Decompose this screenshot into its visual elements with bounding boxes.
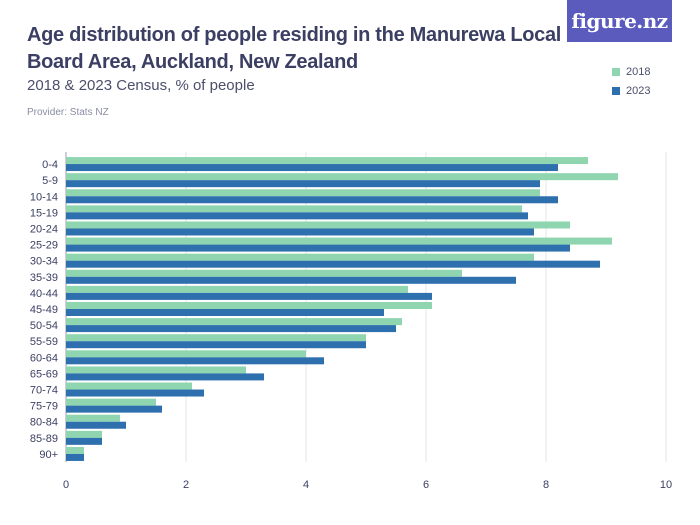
legend-swatch-2018 [612,67,620,76]
bar-2023-5-9 [66,180,540,188]
bar-2023-60-64 [66,357,324,365]
y-tick-label-15-19: 15-19 [30,207,58,219]
bar-2023-80-84 [66,421,126,429]
bar-2023-35-39 [66,276,516,284]
y-tick-label-5-9: 5-9 [42,175,58,187]
y-tick-label-20-24: 20-24 [30,223,58,235]
bar-2018-25-29 [66,237,612,245]
bar-2018-0-4 [66,157,588,165]
bar-2018-60-64 [66,350,306,358]
bar-2023-25-29 [66,244,570,252]
bar-2018-80-84 [66,414,120,422]
bar-2018-30-34 [66,253,534,261]
chart-title: Age distribution of people residing in t… [27,24,562,73]
bar-2018-5-9 [66,173,618,181]
bar-2018-55-59 [66,334,366,342]
y-tick-label-40-44: 40-44 [30,288,58,300]
legend: 2018 2023 [612,62,650,100]
y-tick-label-60-64: 60-64 [30,352,58,364]
y-tick-label-65-69: 65-69 [30,368,58,380]
bar-2018-70-74 [66,382,192,390]
legend-item-2018: 2018 [612,62,650,81]
x-tick-label-10: 10 [660,479,672,491]
y-tick-label-30-34: 30-34 [30,256,58,268]
bar-2018-20-24 [66,221,570,229]
bar-2023-40-44 [66,292,432,300]
bar-2018-35-39 [66,269,462,277]
y-tick-label-0-4: 0-4 [42,159,58,171]
legend-item-2023: 2023 [612,81,650,100]
legend-label-2023: 2023 [626,84,651,97]
y-tick-label-90+: 90+ [39,449,58,461]
bar-2023-85-89 [66,437,102,445]
x-tick-label-8: 8 [543,479,549,491]
y-tick-label-80-84: 80-84 [30,417,58,429]
bar-2018-45-49 [66,302,432,309]
y-tick-label-55-59: 55-59 [30,336,58,348]
figure-nz-logo[interactable]: figure.nz [567,0,672,42]
bar-2018-90+ [66,446,84,454]
x-tick-label-6: 6 [423,479,429,491]
provider-label: Provider: Stats NZ [27,107,109,118]
bar-2023-15-19 [66,212,528,220]
bar-2018-65-69 [66,366,246,374]
bar-2023-20-24 [66,228,534,236]
bar-2018-75-79 [66,398,156,406]
bar-2018-85-89 [66,430,102,438]
y-tick-label-75-79: 75-79 [30,401,58,413]
bar-2018-15-19 [66,205,522,213]
y-tick-label-45-49: 45-49 [30,304,58,316]
y-tick-label-85-89: 85-89 [30,433,58,445]
y-tick-label-70-74: 70-74 [30,385,58,397]
x-tick-label-2: 2 [183,479,189,491]
y-tick-label-50-54: 50-54 [30,320,58,332]
bar-2023-50-54 [66,325,396,333]
legend-label-2018: 2018 [626,65,651,78]
x-tick-label-0: 0 [63,479,69,491]
chart-subtitle: 2018 & 2023 Census, % of people [27,77,255,94]
y-tick-label-25-29: 25-29 [30,240,58,252]
bar-2023-0-4 [66,164,558,172]
x-tick-label-4: 4 [303,479,309,491]
bar-2023-30-34 [66,260,600,268]
y-tick-label-10-14: 10-14 [30,191,58,203]
bar-2023-55-59 [66,341,366,349]
bar-2018-10-14 [66,189,540,197]
bar-2023-65-69 [66,373,264,381]
bar-2023-70-74 [66,389,204,397]
y-tick-label-35-39: 35-39 [30,272,58,284]
legend-swatch-2023 [612,86,620,95]
bar-2023-10-14 [66,196,558,204]
bar-2023-45-49 [66,309,384,316]
bar-2023-90+ [66,453,84,461]
bar-2023-75-79 [66,405,162,413]
bar-2018-50-54 [66,318,402,326]
bar-2018-40-44 [66,285,408,293]
